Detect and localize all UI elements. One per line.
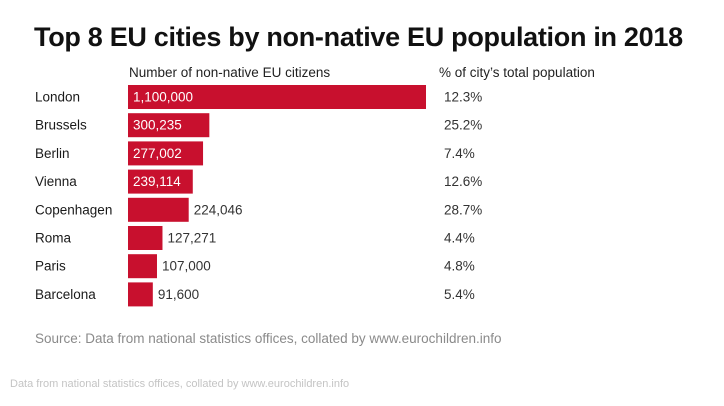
category-label-london: London — [35, 90, 80, 105]
bar-paris — [128, 254, 157, 279]
value-label-vienna: 239,114 — [133, 174, 181, 189]
share-label-brussels: 25.2% — [444, 118, 482, 133]
chart-title: Top 8 EU cities by non-native EU populat… — [34, 22, 683, 52]
share-label-roma: 4.4% — [444, 231, 475, 246]
share-label-vienna: 12.6% — [444, 174, 482, 189]
bar-copenhagen — [128, 197, 189, 222]
share-label-berlin: 7.4% — [444, 146, 475, 161]
bar-berlin — [128, 141, 204, 166]
category-label-roma: Roma — [35, 231, 72, 246]
category-label-copenhagen: Copenhagen — [35, 202, 112, 217]
value-label-roma: 127,271 — [167, 231, 216, 246]
category-label-vienna: Vienna — [35, 174, 77, 189]
share-label-barcelona: 5.4% — [444, 287, 475, 302]
category-label-berlin: Berlin — [35, 146, 70, 161]
value-label-berlin: 277,002 — [133, 146, 182, 161]
value-label-brussels: 300,235 — [133, 118, 182, 133]
bar-vienna — [128, 169, 193, 194]
category-label-paris: Paris — [35, 259, 66, 274]
category-label-barcelona: Barcelona — [35, 287, 96, 302]
category-label-brussels: Brussels — [35, 118, 87, 133]
bar-brussels — [128, 113, 210, 138]
values-column-header: Number of non-native EU citizens — [129, 65, 331, 80]
footer-note: Data from national statistics offices, c… — [10, 378, 350, 390]
value-label-london: 1,100,000 — [133, 90, 193, 105]
share-label-london: 12.3% — [444, 90, 482, 105]
share-label-paris: 4.8% — [444, 259, 475, 274]
share-column-header: % of city’s total population — [439, 65, 595, 80]
bar-roma — [128, 226, 163, 250]
share-label-copenhagen: 28.7% — [444, 202, 482, 217]
bar-london — [128, 85, 426, 109]
value-label-copenhagen: 224,046 — [194, 202, 243, 217]
value-label-barcelona: 91,600 — [158, 287, 199, 302]
value-label-paris: 107,000 — [162, 259, 211, 274]
source-note: Source: Data from national statistics of… — [35, 331, 502, 346]
bar-barcelona — [128, 282, 153, 307]
